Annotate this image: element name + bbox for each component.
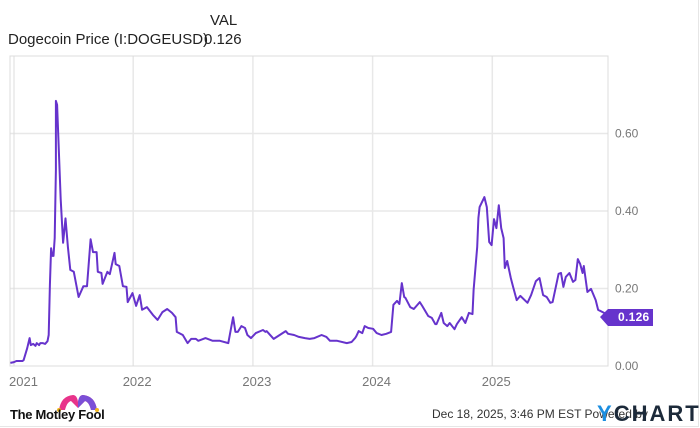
current-price-flag [600, 309, 653, 326]
powered-by-text: Powered by [584, 407, 648, 421]
plot-area-border [9, 55, 609, 367]
ycharts-wordmark: CHARTS [613, 401, 700, 426]
y-tick-label: 0.40 [615, 204, 639, 218]
ycharts-y-mark: Y [597, 401, 614, 426]
footer-timestamp: Dec 18, 2025, 3:46 PM EST Powered by [432, 407, 648, 421]
timestamp-text: Dec 18, 2025, 3:46 PM EST [432, 407, 582, 421]
x-tick-label: 2025 [481, 374, 511, 389]
x-tick-label: 2021 [9, 374, 38, 389]
series-name: Dogecoin Price (I:DOGEUSD) [8, 31, 209, 48]
value-column-header: VAL [210, 12, 238, 29]
dogecoin-price-line [10, 99, 610, 364]
motley-fool-wordmark: The Motley Fool [10, 407, 105, 422]
gridlines [10, 56, 608, 366]
y-tick-label: 0.00 [615, 359, 639, 373]
x-tick-label: 2023 [242, 374, 272, 389]
jester-hat-icon [57, 395, 99, 412]
x-tick-label: 2022 [122, 374, 152, 389]
x-tick-label: 2024 [362, 374, 392, 389]
ycharts-logo: YCHARTS [597, 401, 700, 427]
y-tick-label: 0.20 [615, 282, 639, 296]
series-value: 0.126 [204, 31, 242, 48]
current-price-label: 0.126 [618, 310, 650, 324]
y-tick-label: 0.60 [615, 127, 639, 141]
y-axis-ticks: 0.00 0.20 0.40 0.60 [615, 127, 639, 374]
